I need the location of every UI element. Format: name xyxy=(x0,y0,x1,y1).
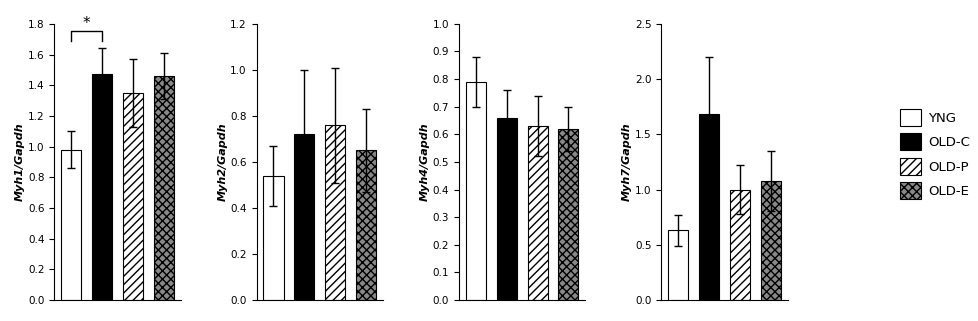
Bar xyxy=(527,126,547,300)
Bar xyxy=(698,114,719,300)
Bar xyxy=(760,181,780,300)
Bar xyxy=(356,151,376,300)
Y-axis label: Myh2/Gapdh: Myh2/Gapdh xyxy=(217,123,227,201)
Text: *: * xyxy=(82,16,90,31)
Bar xyxy=(263,176,284,300)
Bar xyxy=(668,230,688,300)
Bar xyxy=(154,76,173,300)
Bar xyxy=(496,118,516,300)
Y-axis label: Myh7/Gapdh: Myh7/Gapdh xyxy=(622,123,632,201)
Bar xyxy=(466,82,485,300)
Bar xyxy=(557,129,578,300)
Y-axis label: Myh1/Gapdh: Myh1/Gapdh xyxy=(15,123,25,201)
Y-axis label: Myh4/Gapdh: Myh4/Gapdh xyxy=(420,123,429,201)
Bar xyxy=(730,189,749,300)
Bar xyxy=(122,93,143,300)
Bar xyxy=(294,134,314,300)
Bar xyxy=(61,150,81,300)
Legend: YNG, OLD-C, OLD-P, OLD-E: YNG, OLD-C, OLD-P, OLD-E xyxy=(897,107,971,202)
Bar xyxy=(92,74,111,300)
Bar xyxy=(325,125,345,300)
